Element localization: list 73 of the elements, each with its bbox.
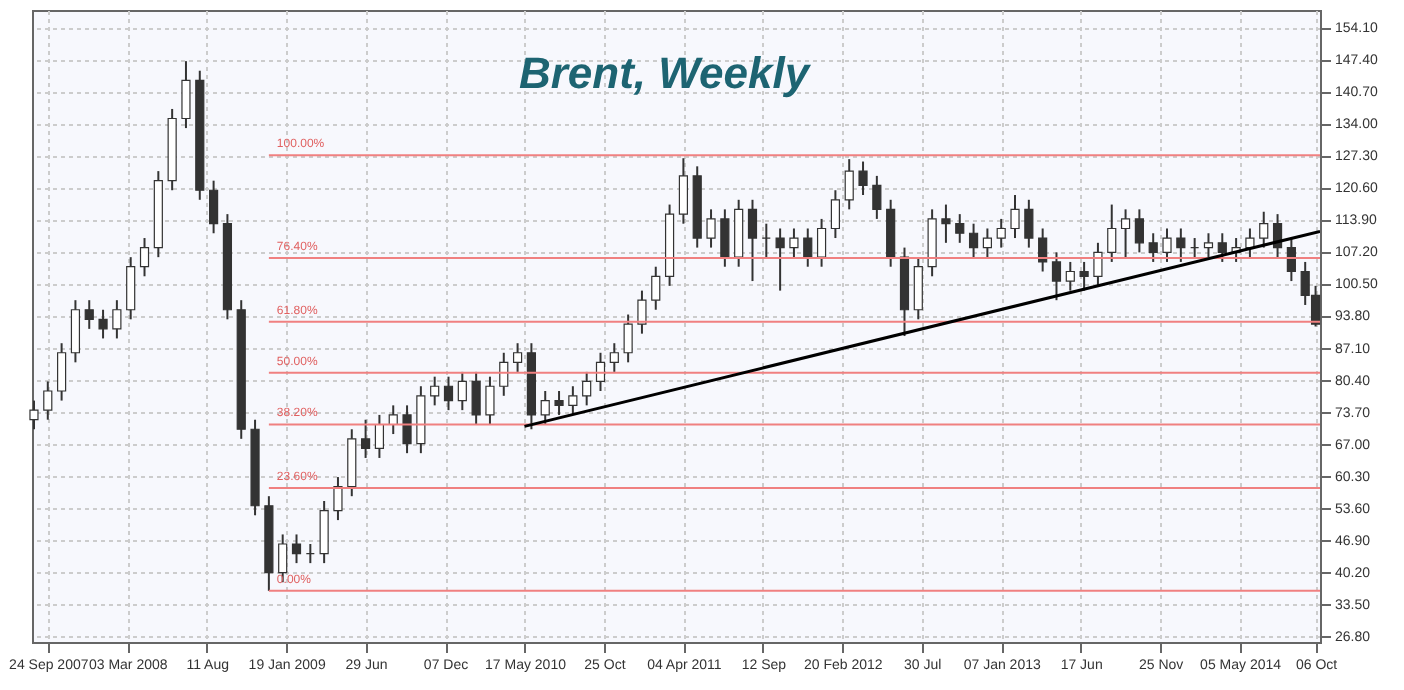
candlestick bbox=[319, 499, 329, 565]
candlestick bbox=[1134, 208, 1144, 254]
candlestick bbox=[471, 370, 481, 426]
candlestick bbox=[416, 385, 426, 455]
candlestick bbox=[1176, 227, 1186, 263]
candlestick bbox=[982, 227, 992, 259]
candlestick bbox=[512, 342, 523, 373]
candlestick bbox=[844, 158, 854, 211]
candlestick bbox=[1148, 232, 1158, 263]
candlestick bbox=[540, 390, 550, 426]
candlestick bbox=[816, 217, 827, 268]
candlestick bbox=[1120, 208, 1131, 259]
candlestick bbox=[830, 189, 840, 240]
candlestick bbox=[775, 227, 785, 292]
candlestick bbox=[996, 217, 1006, 249]
candlestick bbox=[637, 289, 647, 335]
candlestick bbox=[291, 533, 302, 565]
candlestick bbox=[747, 198, 758, 283]
candlestick bbox=[886, 198, 896, 268]
candlestick bbox=[1093, 241, 1103, 287]
candlestick bbox=[112, 299, 122, 340]
candlestick bbox=[402, 404, 412, 455]
candlestick bbox=[554, 390, 564, 416]
candlestick bbox=[734, 198, 744, 268]
candlestick bbox=[1203, 232, 1214, 259]
candlestick bbox=[98, 308, 108, 340]
candlestick bbox=[430, 375, 440, 407]
candlestick bbox=[706, 208, 716, 249]
candlestick bbox=[181, 60, 191, 130]
candlestick bbox=[1245, 227, 1255, 259]
candlestick bbox=[1107, 203, 1117, 263]
candlestick bbox=[913, 256, 923, 321]
candlestick bbox=[789, 227, 799, 259]
candlestick bbox=[955, 213, 965, 244]
candlestick bbox=[927, 208, 937, 278]
candlestick bbox=[209, 179, 219, 235]
candlestick bbox=[361, 418, 371, 459]
candlestick bbox=[457, 370, 467, 412]
candlestick bbox=[43, 380, 53, 421]
candlestick bbox=[139, 237, 150, 278]
candlestick bbox=[126, 256, 136, 321]
candlestick bbox=[57, 342, 67, 402]
candlestick bbox=[1051, 251, 1062, 302]
candlestick bbox=[1286, 237, 1296, 283]
candlestick bbox=[333, 476, 343, 522]
candlestick bbox=[651, 265, 661, 311]
candlestick bbox=[872, 174, 882, 220]
candlestick bbox=[582, 370, 592, 407]
candlestick bbox=[485, 375, 495, 426]
candlestick bbox=[1259, 210, 1269, 249]
candlestick bbox=[623, 313, 633, 364]
candlestick bbox=[1079, 260, 1089, 292]
candlestick bbox=[1010, 194, 1020, 240]
candlestick bbox=[1024, 198, 1034, 249]
candlestick bbox=[720, 208, 730, 268]
candlestick bbox=[1217, 232, 1227, 263]
candlestick bbox=[941, 203, 951, 244]
candlestick bbox=[803, 227, 813, 268]
candlestick bbox=[568, 385, 578, 416]
candlestick bbox=[374, 413, 385, 459]
candlestick bbox=[499, 351, 509, 397]
candlestick bbox=[70, 299, 81, 364]
candlestick bbox=[84, 299, 94, 330]
candlestick bbox=[609, 342, 619, 373]
candlestick bbox=[1065, 260, 1075, 292]
candlestick bbox=[1162, 227, 1172, 263]
candlestick bbox=[347, 428, 357, 498]
candlestick bbox=[678, 157, 688, 225]
candlestick bbox=[968, 222, 979, 259]
text: Brent, Weekly bbox=[518, 48, 813, 98]
candlestick bbox=[443, 375, 454, 412]
candlestick bbox=[1038, 227, 1048, 273]
candlestick bbox=[858, 160, 868, 197]
